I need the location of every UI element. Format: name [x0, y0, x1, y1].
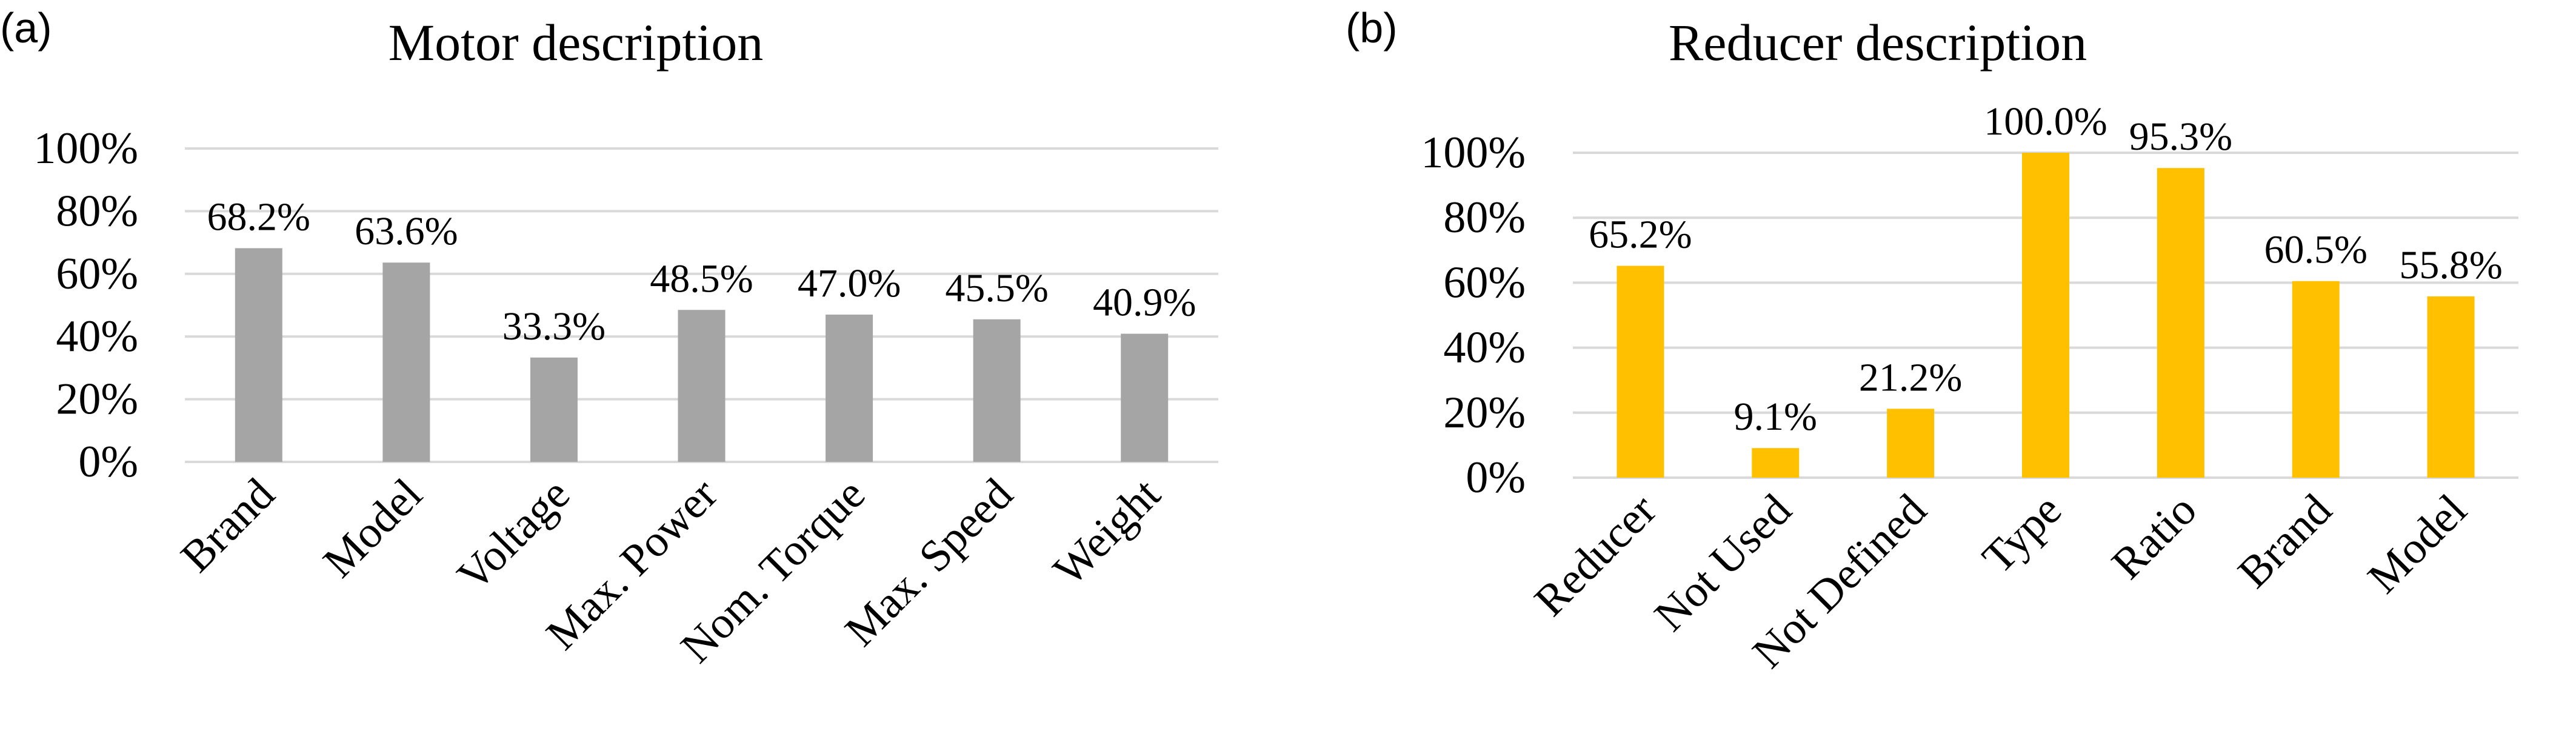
- data-label: 100.0%: [1984, 99, 2107, 144]
- y-tick-label: 40%: [56, 312, 138, 361]
- bar: [973, 319, 1021, 462]
- x-category-label: Weight: [1044, 469, 1170, 595]
- data-label: 33.3%: [502, 304, 606, 349]
- x-category-label: Reducer: [1525, 485, 1666, 626]
- data-label: 68.2%: [207, 195, 310, 239]
- x-category-label: Brand: [2229, 485, 2341, 598]
- y-tick-label: 60%: [1443, 258, 1526, 307]
- chart-title-reducer: Reducer description: [1668, 13, 2087, 72]
- motor-bar-chart: 0% 20% 40% 60% 80% 100% 68.2% Brand 63.6% Model 33…: [33, 124, 1218, 672]
- data-label: 63.6%: [355, 209, 458, 253]
- data-label: 47.0%: [798, 261, 901, 306]
- y-tick-label: 20%: [1443, 388, 1526, 438]
- data-label: 65.2%: [1589, 213, 1692, 257]
- data-label: 45.5%: [945, 266, 1048, 310]
- y-tick-label: 100%: [1421, 128, 1526, 178]
- chart-panel-reducer: 0% 20% 40% 60% 80% 100% 65.2% Reducer 9.1% Not Us…: [1288, 0, 2576, 748]
- bar: [2427, 296, 2475, 478]
- y-tick-label: 0%: [78, 437, 138, 487]
- bar: [2157, 168, 2204, 478]
- x-category-label: Model: [2358, 485, 2477, 603]
- data-label: 95.3%: [2129, 115, 2232, 159]
- bar: [235, 248, 282, 462]
- panel-label-a: (a): [0, 4, 52, 52]
- panel-label-b: (b): [1346, 4, 1398, 52]
- y-tick-label: 80%: [1443, 193, 1526, 242]
- bar: [1617, 265, 1664, 478]
- y-tick-label: 20%: [56, 375, 138, 424]
- bar: [1752, 448, 1800, 478]
- data-label: 55.8%: [2399, 243, 2502, 287]
- x-category-label: Type: [1973, 485, 2071, 583]
- bar: [678, 310, 726, 462]
- data-label: 48.5%: [650, 256, 753, 301]
- bar: [1121, 333, 1169, 462]
- bar: [382, 262, 430, 462]
- x-category-label: Ratio: [2103, 485, 2206, 589]
- x-category-label: Brand: [172, 469, 284, 582]
- y-tick-label: 0%: [1466, 453, 1526, 503]
- bar: [826, 315, 873, 462]
- data-label: 60.5%: [2264, 228, 2367, 272]
- data-label: 9.1%: [1734, 395, 1817, 439]
- bar: [2292, 281, 2340, 478]
- bar: [530, 357, 578, 462]
- chart-title-motor: Motor description: [388, 13, 764, 72]
- bar: [2022, 153, 2069, 478]
- bar: [1887, 409, 1935, 478]
- data-label: 40.9%: [1093, 281, 1196, 325]
- y-tick-label: 80%: [56, 186, 138, 236]
- y-tick-label: 100%: [33, 124, 138, 173]
- chart-panel-motor: 0% 20% 40% 60% 80% 100% 68.2% Brand 63.6% Model 33…: [0, 4, 1218, 672]
- x-category-label: Model: [314, 469, 432, 587]
- y-tick-label: 60%: [56, 249, 138, 299]
- x-category-label: Voltage: [448, 469, 579, 601]
- data-label: 21.2%: [1859, 355, 1962, 399]
- y-tick-label: 40%: [1443, 323, 1526, 373]
